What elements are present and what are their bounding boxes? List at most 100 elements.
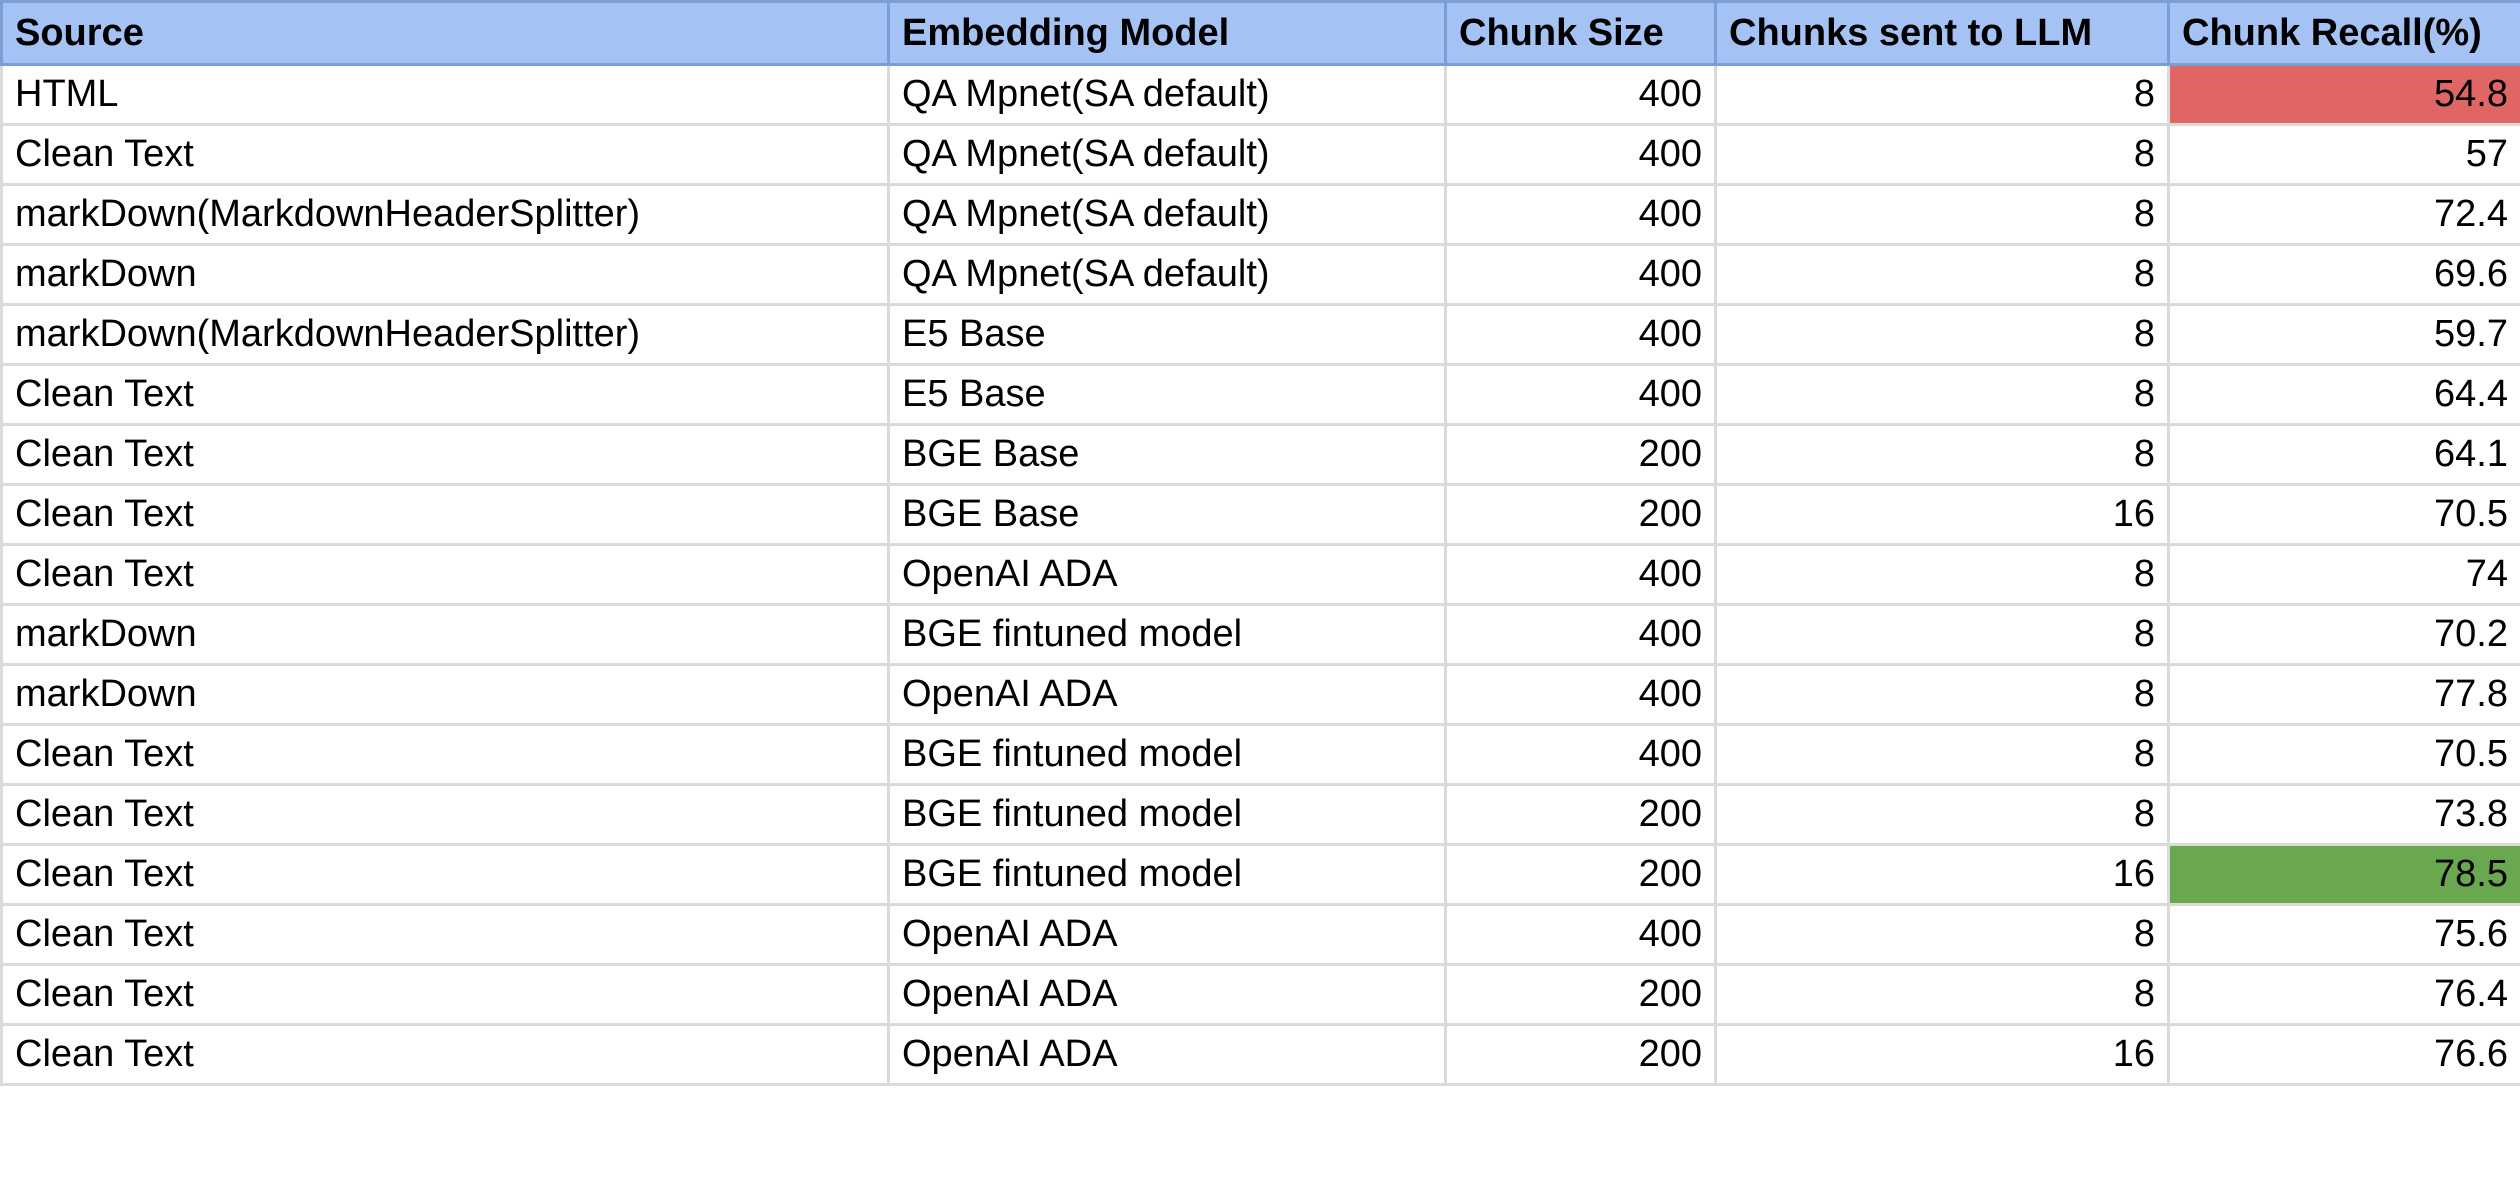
cell-chunk-recall[interactable]: 76.6 [2167, 1023, 2520, 1086]
cell-chunk-recall[interactable]: 70.2 [2167, 603, 2520, 666]
cell-chunk-size[interactable]: 400 [1444, 183, 1717, 246]
cell-chunks-sent[interactable]: 8 [1714, 903, 2170, 966]
cell-chunk-size[interactable]: 400 [1444, 603, 1717, 666]
cell-chunks-sent[interactable]: 16 [1714, 1023, 2170, 1086]
cell-chunk-recall[interactable]: 75.6 [2167, 903, 2520, 966]
cell-chunks-sent[interactable]: 8 [1714, 783, 2170, 846]
cell-chunks-sent[interactable]: 8 [1714, 603, 2170, 666]
cell-embedding-model[interactable]: QA Mpnet(SA default) [887, 243, 1447, 306]
cell-chunks-sent[interactable]: 8 [1714, 543, 2170, 606]
column-header-chunk-recall: Chunk Recall(%) [2167, 0, 2520, 66]
cell-source[interactable]: HTML [0, 63, 890, 126]
cell-embedding-model[interactable]: OpenAI ADA [887, 543, 1447, 606]
cell-embedding-model[interactable]: QA Mpnet(SA default) [887, 183, 1447, 246]
cell-source[interactable]: Clean Text [0, 483, 890, 546]
cell-source[interactable]: Clean Text [0, 423, 890, 486]
cell-chunk-recall[interactable]: 76.4 [2167, 963, 2520, 1026]
cell-chunks-sent[interactable]: 8 [1714, 363, 2170, 426]
cell-chunk-size[interactable]: 400 [1444, 363, 1717, 426]
cell-chunks-sent[interactable]: 8 [1714, 723, 2170, 786]
table-row: Clean Text OpenAI ADA 400 8 75.6 [0, 903, 2520, 966]
cell-chunk-recall[interactable]: 69.6 [2167, 243, 2520, 306]
cell-source[interactable]: Clean Text [0, 723, 890, 786]
cell-source[interactable]: Clean Text [0, 783, 890, 846]
cell-chunks-sent[interactable]: 8 [1714, 423, 2170, 486]
cell-source[interactable]: Clean Text [0, 123, 890, 186]
cell-chunk-size[interactable]: 400 [1444, 663, 1717, 726]
cell-embedding-model[interactable]: E5 Base [887, 303, 1447, 366]
cell-embedding-model[interactable]: OpenAI ADA [887, 1023, 1447, 1086]
table-row: Clean Text BGE Base 200 8 64.1 [0, 423, 2520, 486]
cell-embedding-model[interactable]: BGE fintuned model [887, 723, 1447, 786]
cell-source[interactable]: Clean Text [0, 903, 890, 966]
cell-chunk-size[interactable]: 400 [1444, 543, 1717, 606]
cell-chunk-size[interactable]: 200 [1444, 783, 1717, 846]
cell-source[interactable]: markDown(MarkdownHeaderSplitter) [0, 183, 890, 246]
cell-embedding-model[interactable]: QA Mpnet(SA default) [887, 63, 1447, 126]
cell-embedding-model[interactable]: QA Mpnet(SA default) [887, 123, 1447, 186]
table-row: markDown OpenAI ADA 400 8 77.8 [0, 663, 2520, 726]
cell-chunks-sent[interactable]: 16 [1714, 843, 2170, 906]
results-table: Source Embedding Model Chunk Size Chunks… [0, 0, 2520, 1086]
cell-chunk-size[interactable]: 400 [1444, 723, 1717, 786]
cell-source[interactable]: Clean Text [0, 1023, 890, 1086]
cell-chunk-recall[interactable]: 59.7 [2167, 303, 2520, 366]
cell-chunk-recall[interactable]: 70.5 [2167, 723, 2520, 786]
cell-chunk-size[interactable]: 400 [1444, 303, 1717, 366]
cell-chunk-size[interactable]: 200 [1444, 483, 1717, 546]
cell-embedding-model[interactable]: BGE Base [887, 483, 1447, 546]
cell-chunk-recall[interactable]: 54.8 [2167, 63, 2520, 126]
cell-embedding-model[interactable]: BGE fintuned model [887, 603, 1447, 666]
cell-chunk-recall[interactable]: 72.4 [2167, 183, 2520, 246]
cell-chunk-recall[interactable]: 73.8 [2167, 783, 2520, 846]
cell-source[interactable]: Clean Text [0, 963, 890, 1026]
cell-chunk-recall[interactable]: 78.5 [2167, 843, 2520, 906]
cell-chunk-size[interactable]: 400 [1444, 243, 1717, 306]
cell-chunk-size[interactable]: 400 [1444, 903, 1717, 966]
cell-chunks-sent[interactable]: 8 [1714, 303, 2170, 366]
cell-embedding-model[interactable]: BGE fintuned model [887, 783, 1447, 846]
cell-chunks-sent[interactable]: 8 [1714, 63, 2170, 126]
cell-embedding-model[interactable]: BGE Base [887, 423, 1447, 486]
cell-embedding-model[interactable]: E5 Base [887, 363, 1447, 426]
cell-source[interactable]: markDown [0, 243, 890, 306]
column-header-embedding-model: Embedding Model [887, 0, 1447, 66]
cell-chunks-sent[interactable]: 8 [1714, 123, 2170, 186]
table-row: Clean Text BGE Base 200 16 70.5 [0, 483, 2520, 546]
column-header-chunk-size: Chunk Size [1444, 0, 1717, 66]
cell-chunk-recall[interactable]: 57 [2167, 123, 2520, 186]
table-row: Clean Text E5 Base 400 8 64.4 [0, 363, 2520, 426]
cell-chunk-size[interactable]: 400 [1444, 123, 1717, 186]
cell-chunk-recall[interactable]: 70.5 [2167, 483, 2520, 546]
cell-embedding-model[interactable]: BGE fintuned model [887, 843, 1447, 906]
table-row: markDown QA Mpnet(SA default) 400 8 69.6 [0, 243, 2520, 306]
cell-chunk-size[interactable]: 200 [1444, 843, 1717, 906]
table-row: Clean Text OpenAI ADA 200 16 76.6 [0, 1023, 2520, 1086]
cell-chunk-recall[interactable]: 64.1 [2167, 423, 2520, 486]
cell-chunk-recall[interactable]: 77.8 [2167, 663, 2520, 726]
cell-chunk-size[interactable]: 200 [1444, 423, 1717, 486]
cell-chunk-size[interactable]: 200 [1444, 963, 1717, 1026]
cell-chunk-size[interactable]: 400 [1444, 63, 1717, 126]
table-row: markDown(MarkdownHeaderSplitter) QA Mpnet… [0, 183, 2520, 246]
cell-embedding-model[interactable]: OpenAI ADA [887, 663, 1447, 726]
cell-embedding-model[interactable]: OpenAI ADA [887, 903, 1447, 966]
cell-chunk-recall[interactable]: 64.4 [2167, 363, 2520, 426]
cell-chunks-sent[interactable]: 16 [1714, 483, 2170, 546]
cell-chunks-sent[interactable]: 8 [1714, 963, 2170, 1026]
cell-source[interactable]: Clean Text [0, 363, 890, 426]
cell-chunks-sent[interactable]: 8 [1714, 243, 2170, 306]
table-row: Clean Text QA Mpnet(SA default) 400 8 57 [0, 123, 2520, 186]
cell-chunk-recall[interactable]: 74 [2167, 543, 2520, 606]
cell-source[interactable]: Clean Text [0, 843, 890, 906]
column-header-source: Source [0, 0, 890, 66]
cell-source[interactable]: markDown [0, 663, 890, 726]
cell-chunks-sent[interactable]: 8 [1714, 183, 2170, 246]
cell-chunk-size[interactable]: 200 [1444, 1023, 1717, 1086]
cell-source[interactable]: markDown [0, 603, 890, 666]
cell-embedding-model[interactable]: OpenAI ADA [887, 963, 1447, 1026]
table-row: Clean Text BGE fintuned model 400 8 70.5 [0, 723, 2520, 786]
cell-source[interactable]: Clean Text [0, 543, 890, 606]
cell-chunks-sent[interactable]: 8 [1714, 663, 2170, 726]
cell-source[interactable]: markDown(MarkdownHeaderSplitter) [0, 303, 890, 366]
